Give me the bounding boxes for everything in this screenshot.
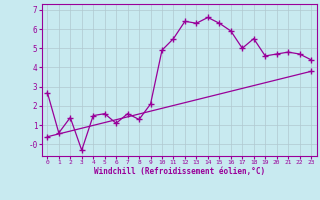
X-axis label: Windchill (Refroidissement éolien,°C): Windchill (Refroidissement éolien,°C) <box>94 167 265 176</box>
